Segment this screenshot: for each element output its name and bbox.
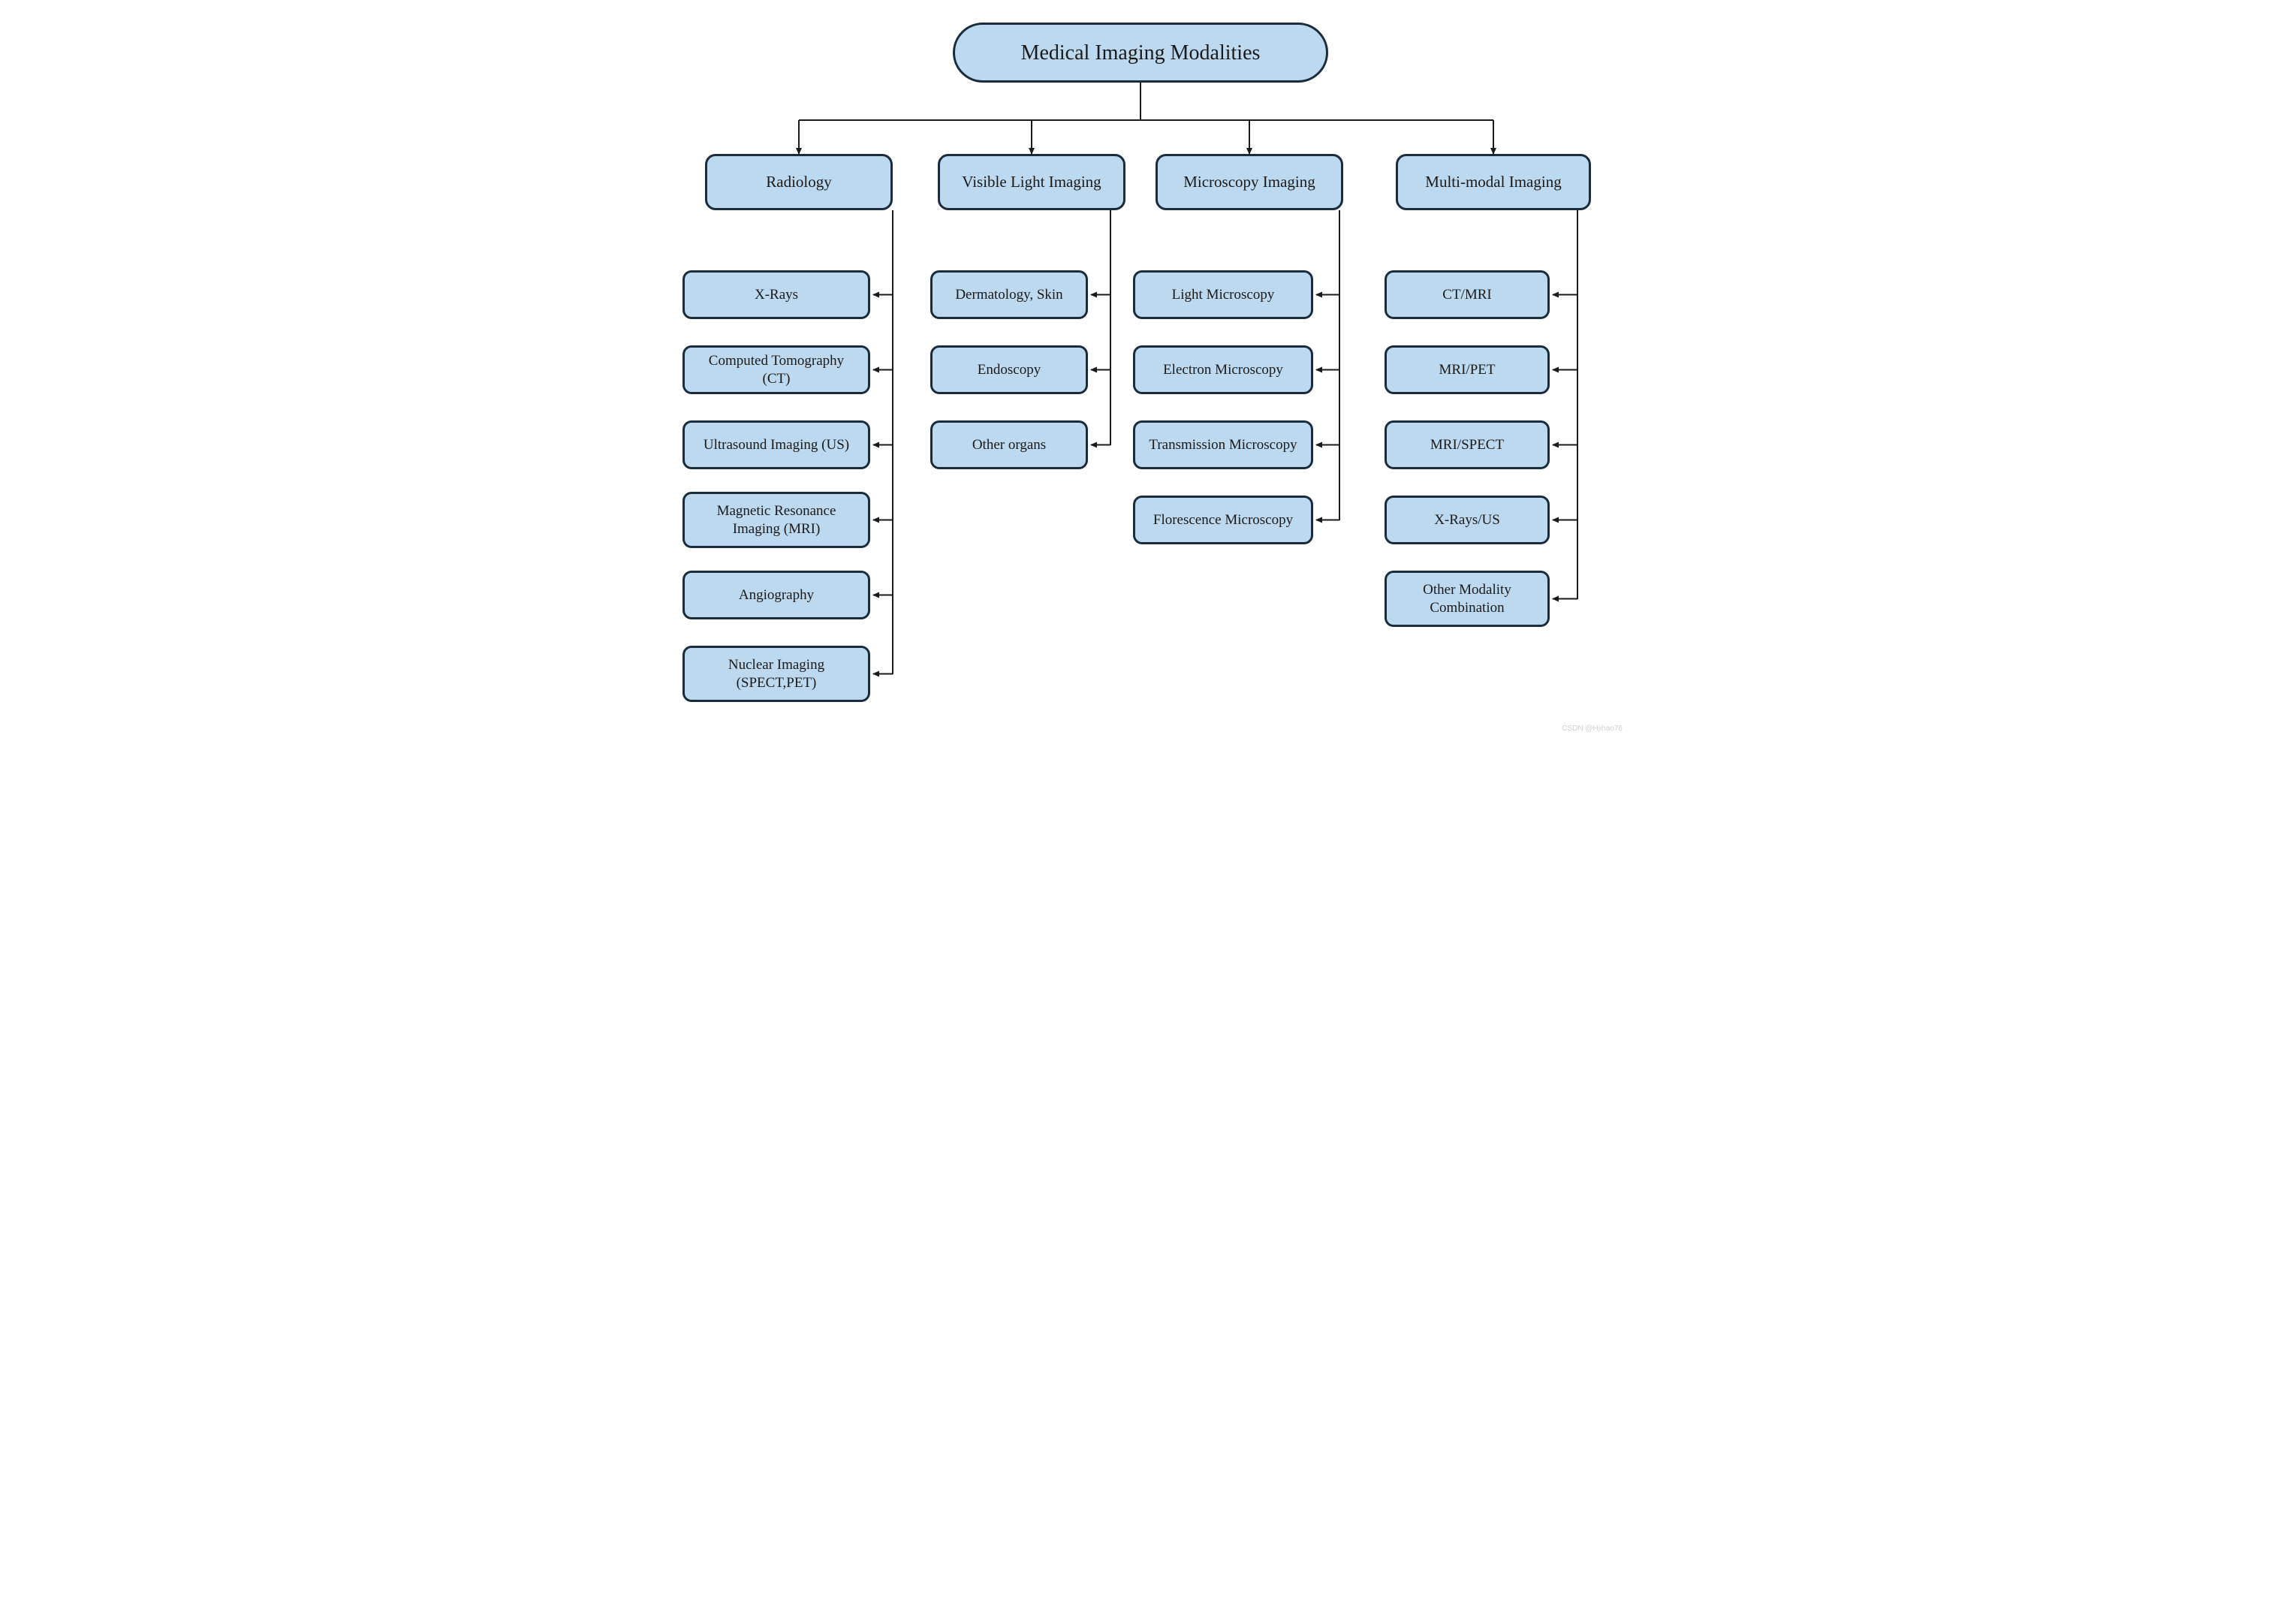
- leaf-label: Light Microscopy: [1172, 286, 1275, 304]
- leaf-label: Nuclear Imaging (SPECT,PET): [694, 656, 859, 692]
- leaf-mri-spect: MRI/SPECT: [1385, 420, 1550, 469]
- leaf-electron-microscopy: Electron Microscopy: [1133, 345, 1313, 394]
- category-label: Microscopy Imaging: [1183, 172, 1315, 191]
- leaf-florescence-microscopy: Florescence Microscopy: [1133, 496, 1313, 544]
- leaf-ct-mri: CT/MRI: [1385, 270, 1550, 319]
- leaf-label: Ultrasound Imaging (US): [704, 436, 849, 454]
- leaf-angiography: Angiography: [682, 571, 870, 619]
- leaf-label: MRI/PET: [1439, 361, 1496, 379]
- category-label: Radiology: [766, 172, 832, 191]
- leaf-ct: Computed Tomography (CT): [682, 345, 870, 394]
- leaf-label: Other Modality Combination: [1396, 581, 1538, 617]
- leaf-light-microscopy: Light Microscopy: [1133, 270, 1313, 319]
- leaf-xrays: X-Rays: [682, 270, 870, 319]
- category-multimodal: Multi-modal Imaging: [1396, 154, 1591, 210]
- leaf-mri: Magnetic Resonance Imaging (MRI): [682, 492, 870, 548]
- category-microscopy: Microscopy Imaging: [1156, 154, 1343, 210]
- leaf-label: Florescence Microscopy: [1153, 511, 1293, 529]
- leaf-label: MRI/SPECT: [1430, 436, 1504, 454]
- leaf-endoscopy: Endoscopy: [930, 345, 1088, 394]
- watermark: CSDN @Hjihao76: [1562, 725, 1623, 733]
- leaf-mri-pet: MRI/PET: [1385, 345, 1550, 394]
- category-radiology: Radiology: [705, 154, 893, 210]
- leaf-transmission-microscopy: Transmission Microscopy: [1133, 420, 1313, 469]
- root-node: Medical Imaging Modalities: [953, 23, 1328, 83]
- leaf-label: Angiography: [739, 586, 814, 604]
- leaf-label: Endoscopy: [978, 361, 1041, 379]
- category-label: Visible Light Imaging: [962, 172, 1101, 191]
- leaf-nuclear: Nuclear Imaging (SPECT,PET): [682, 646, 870, 702]
- category-label: Multi-modal Imaging: [1425, 172, 1561, 191]
- leaf-ultrasound: Ultrasound Imaging (US): [682, 420, 870, 469]
- category-visible-light: Visible Light Imaging: [938, 154, 1125, 210]
- leaf-label: CT/MRI: [1442, 286, 1491, 304]
- leaf-label: Electron Microscopy: [1163, 361, 1283, 379]
- leaf-label: Dermatology, Skin: [955, 286, 1062, 304]
- leaf-dermatology: Dermatology, Skin: [930, 270, 1088, 319]
- leaf-label: X-Rays/US: [1434, 511, 1500, 529]
- leaf-xrays-us: X-Rays/US: [1385, 496, 1550, 544]
- diagram-container: Medical Imaging Modalities Radiology Vis…: [667, 15, 1629, 736]
- leaf-other-modality: Other Modality Combination: [1385, 571, 1550, 627]
- leaf-label: X-Rays: [755, 286, 798, 304]
- leaf-label: Transmission Microscopy: [1149, 436, 1297, 454]
- leaf-label: Computed Tomography (CT): [694, 352, 859, 388]
- leaf-label: Magnetic Resonance Imaging (MRI): [694, 502, 859, 538]
- leaf-label: Other organs: [972, 436, 1046, 454]
- root-label: Medical Imaging Modalities: [1021, 40, 1261, 66]
- leaf-other-organs: Other organs: [930, 420, 1088, 469]
